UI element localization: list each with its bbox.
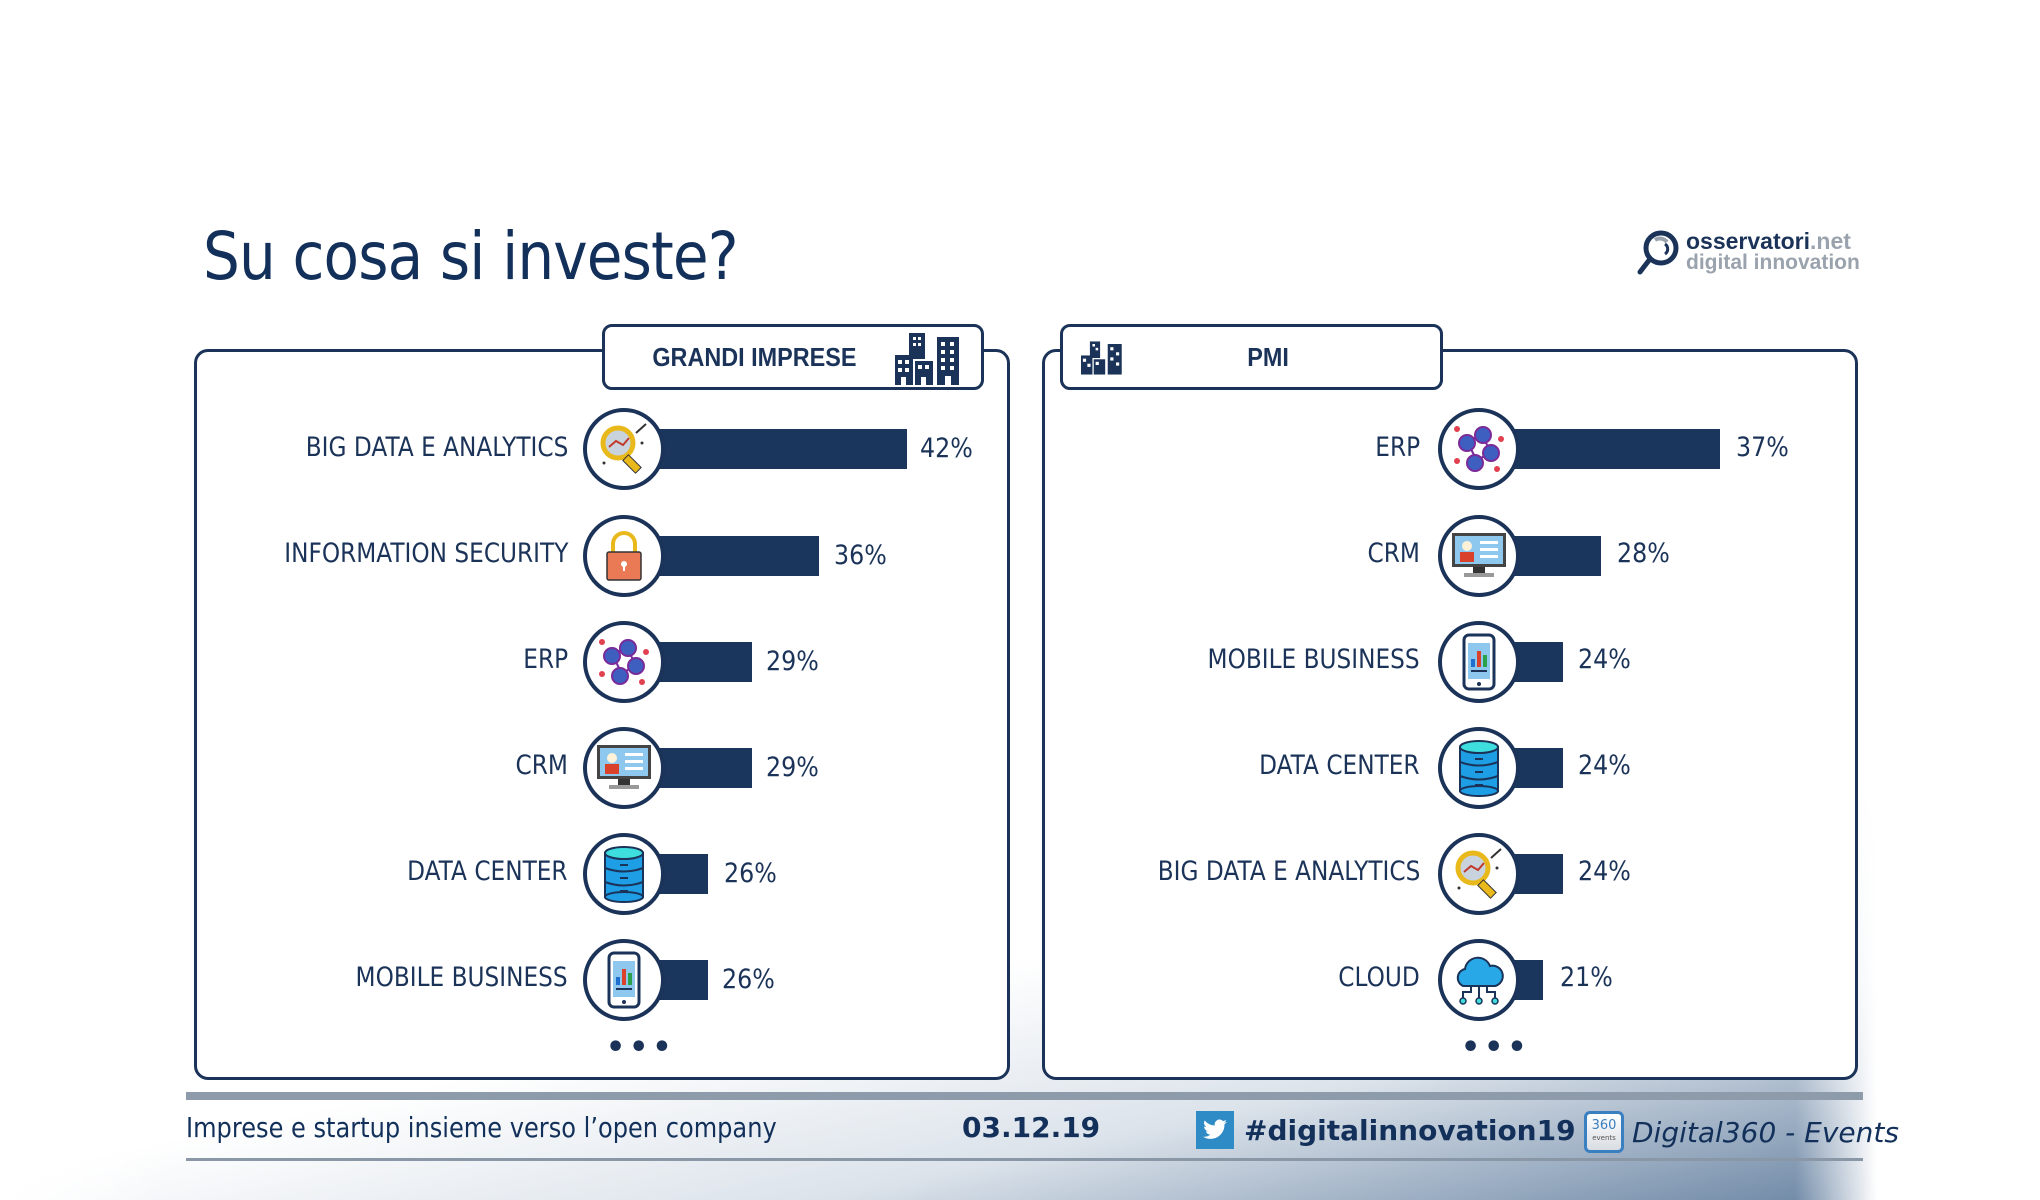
monitor-contact-icon — [1438, 515, 1520, 597]
row-label: INFORMATION SECURITY — [283, 538, 568, 569]
buildings-icon — [895, 333, 961, 389]
row-value: 26% — [722, 964, 775, 995]
logo-name: osservatori — [1686, 228, 1811, 254]
footer-divider — [186, 1092, 1863, 1100]
database-icon — [583, 833, 665, 915]
row-value: 29% — [766, 646, 819, 677]
row-label: ERP — [523, 644, 568, 675]
hashtag-text: #digitalinnovation19 — [1244, 1113, 1576, 1147]
footer-bottom-line — [186, 1158, 1863, 1161]
row-label: CRM — [1367, 538, 1420, 569]
logo-tagline: digital innovation — [1686, 251, 1860, 274]
badge-top: 360 — [1591, 1118, 1617, 1133]
row-value: 21% — [1560, 962, 1613, 993]
row-value: 24% — [1578, 856, 1631, 887]
row-label: BIG DATA E ANALYTICS — [305, 432, 568, 463]
page-title: Su cosa si investe? — [203, 218, 739, 295]
row-value: 42% — [920, 433, 973, 464]
tab-label: GRANDI IMPRESE — [652, 341, 857, 372]
badge-bottom: events — [1592, 1134, 1616, 1142]
event-date: 03.12.19 — [962, 1111, 1101, 1144]
row-label: DATA CENTER — [407, 856, 568, 887]
network-people-icon — [1438, 408, 1520, 490]
row-label: CRM — [515, 750, 568, 781]
database-icon — [1438, 727, 1520, 809]
magnifier-logo-icon — [1636, 228, 1680, 276]
brand-text: Digital360 - Events — [1632, 1115, 1899, 1149]
row-value: 24% — [1578, 750, 1631, 781]
row-value: 37% — [1736, 432, 1789, 463]
row-label: MOBILE BUSINESS — [355, 962, 568, 993]
row-label: BIG DATA E ANALYTICS — [1157, 856, 1420, 887]
pmi-tab: PMI — [1060, 324, 1443, 390]
more-indicator: ••• — [606, 1030, 676, 1065]
smartphone-chart-icon — [583, 939, 665, 1021]
buildings-icon — [1081, 341, 1123, 379]
logo-suffix: .net — [1810, 228, 1851, 254]
events-360-icon: 360 events — [1584, 1111, 1624, 1153]
twitter-icon — [1196, 1111, 1234, 1149]
network-people-icon — [583, 621, 665, 703]
row-value: 24% — [1578, 644, 1631, 675]
row-value: 36% — [834, 540, 887, 571]
row-value: 29% — [766, 752, 819, 783]
grandi-imprese-tab: GRANDI IMPRESE — [602, 324, 984, 390]
osservatori-logo: osservatori.net digital innovation — [1636, 228, 1860, 276]
row-value: 28% — [1617, 538, 1670, 569]
row-value: 26% — [724, 858, 777, 889]
row-label: DATA CENTER — [1259, 750, 1420, 781]
tab-label: PMI — [1247, 341, 1289, 372]
row-label: CLOUD — [1338, 962, 1420, 993]
digital360-brand: 360 events Digital360 - Events — [1584, 1111, 1899, 1153]
event-title: Imprese e startup insieme verso l’open c… — [186, 1111, 777, 1144]
more-indicator: ••• — [1461, 1030, 1531, 1065]
hashtag[interactable]: #digitalinnovation19 — [1196, 1111, 1576, 1149]
monitor-contact-icon — [583, 727, 665, 809]
magnifier-analytics-icon — [1438, 833, 1520, 915]
magnifier-analytics-icon — [583, 408, 665, 490]
bar — [624, 429, 907, 469]
row-label: MOBILE BUSINESS — [1207, 644, 1420, 675]
row-label: ERP — [1375, 432, 1420, 463]
smartphone-chart-icon — [1438, 621, 1520, 703]
cloud-icon — [1438, 939, 1520, 1021]
padlock-icon — [583, 515, 665, 597]
